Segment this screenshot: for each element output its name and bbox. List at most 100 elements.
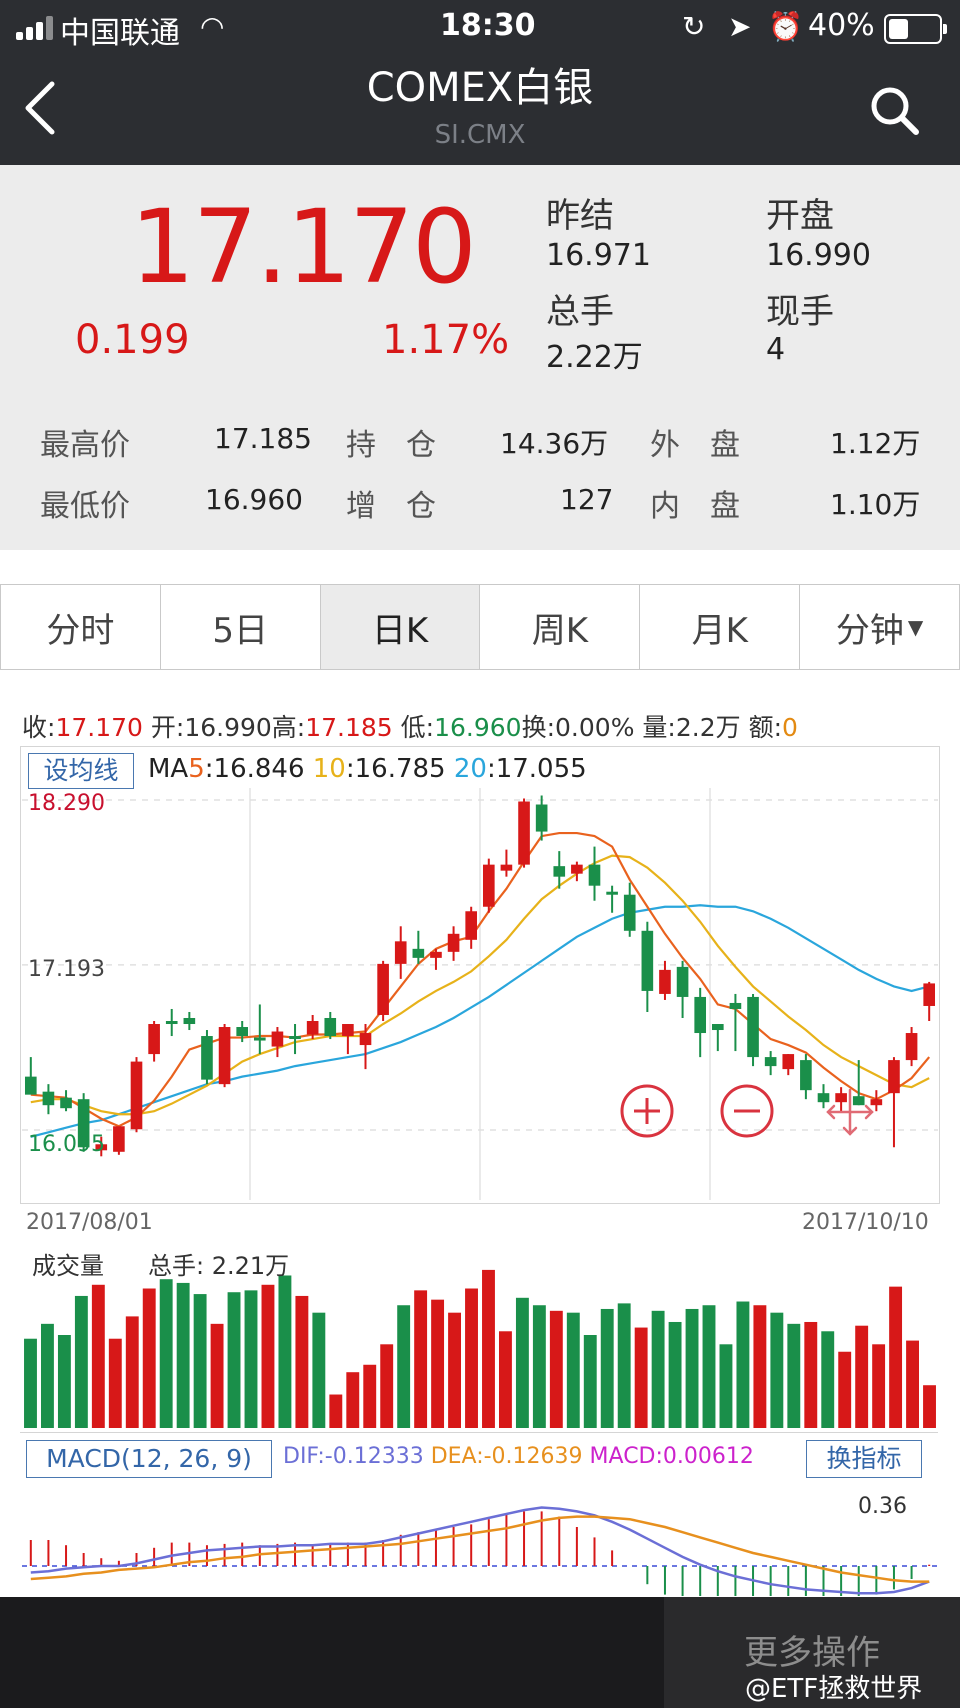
candle-41: [747, 993, 759, 1067]
tab-5day[interactable]: 5日: [160, 585, 321, 669]
candle-body-15: [289, 1036, 301, 1040]
volume-bar-7: [142, 1288, 156, 1428]
volume-title: 成交量: [32, 1252, 104, 1280]
volume-bar-50: [872, 1344, 886, 1428]
candle-body-9: [183, 1017, 196, 1025]
tab-weekly-k[interactable]: 周K: [480, 585, 641, 669]
candle-body-48: [870, 1099, 883, 1106]
candle-33: [606, 885, 618, 913]
candle-body-28: [518, 801, 530, 865]
ma5-line: [30, 831, 931, 1128]
total-volume-value: 2.22万: [546, 340, 643, 375]
candle-body-27: [500, 864, 513, 871]
ma5-value: :16.846: [204, 754, 305, 784]
page-subtitle: SI.CMX: [434, 120, 526, 150]
dif-value: DIF:-0.12333: [283, 1444, 424, 1469]
volume-bar-49: [855, 1325, 869, 1428]
volume-bar-35: [617, 1303, 631, 1428]
ma10-value: :16.785: [345, 754, 446, 784]
last-price: 17.170: [130, 188, 477, 307]
candle-31: [571, 861, 583, 882]
volume-bar-19: [346, 1372, 360, 1428]
volume-bar-2: [57, 1335, 71, 1428]
volume-total-label: 总手:: [148, 1252, 205, 1280]
kline-chart-frame: [20, 746, 940, 1204]
volume-bar-18: [329, 1394, 343, 1428]
candle-body-0: [24, 1076, 37, 1095]
volume-bar-26: [465, 1288, 478, 1428]
volume-bar-13: [244, 1290, 258, 1428]
candle-50: [905, 1027, 918, 1067]
page-title: COMEX白银: [366, 65, 594, 111]
candle-6: [130, 1057, 143, 1133]
candle-body-46: [835, 1093, 847, 1103]
volume-bar-12: [227, 1292, 241, 1428]
amount-value: 0: [782, 713, 798, 742]
candle-20: [377, 960, 389, 1022]
status-bar: 中国联通 ◠ 18:30 ↻ ➤ ⏰ 40%: [0, 0, 960, 52]
volume-bar-40: [702, 1305, 716, 1428]
candle-21: [394, 926, 407, 979]
price-change: 0.199: [75, 317, 190, 363]
search-button[interactable]: [866, 82, 922, 138]
back-button[interactable]: [22, 78, 62, 138]
candle-29: [535, 795, 548, 841]
volume-bar-51: [889, 1286, 903, 1428]
zoom-in-button[interactable]: [620, 1084, 674, 1138]
candle-40: [729, 993, 742, 1052]
candle-body-1: [42, 1091, 55, 1106]
candle-46: [835, 1087, 847, 1112]
volume-bar-22: [397, 1305, 411, 1428]
volume-bar-47: [821, 1331, 835, 1428]
candle-48: [870, 1090, 883, 1112]
wifi-icon: ◠: [200, 10, 225, 43]
volume-bar-27: [482, 1269, 495, 1428]
volume-bar-38: [668, 1321, 682, 1428]
carrier-name: 中国联通: [60, 16, 180, 51]
candle-7: [148, 1021, 160, 1062]
open-value: 16.990: [184, 713, 272, 742]
status-time: 18:30: [440, 8, 536, 43]
candle-body-29: [535, 804, 548, 832]
amount-label: 额:: [748, 713, 782, 742]
volume-bar-14: [261, 1284, 275, 1428]
volume-bar-3: [74, 1295, 88, 1428]
tab-daily-k[interactable]: 日K: [320, 585, 481, 669]
candle-22: [412, 930, 425, 964]
set-ma-button[interactable]: 设均线: [28, 753, 134, 789]
period-tabs: 分时 5日 日K 周K 月K 分钟 ▼: [0, 584, 960, 670]
candle-body-16: [306, 1021, 319, 1035]
more-actions-area[interactable]: [664, 1597, 960, 1708]
pan-button[interactable]: [822, 1086, 878, 1138]
more-actions-button[interactable]: 更多操作: [744, 1633, 880, 1673]
tab-intraday[interactable]: 分时: [1, 585, 161, 669]
volume-bar-20: [363, 1364, 377, 1428]
open-value: 16.990: [766, 238, 871, 273]
caret-down-icon: ▼: [907, 615, 924, 639]
volume-bar-11: [210, 1323, 224, 1428]
turnover-value: 0.00%: [555, 713, 635, 742]
candle-44: [800, 1054, 812, 1100]
volume-bar-36: [634, 1327, 648, 1428]
inner-value: 1.10万: [830, 488, 921, 521]
zoom-out-button[interactable]: [720, 1084, 774, 1138]
candle-16: [306, 1014, 319, 1040]
tab-minute-label: 分钟: [835, 610, 904, 651]
volume-bar-30: [532, 1305, 546, 1428]
battery-percent: 40%: [808, 8, 875, 43]
tab-monthly-k[interactable]: 月K: [640, 585, 801, 669]
volume-bar-34: [600, 1308, 614, 1428]
candle-15: [289, 1024, 301, 1055]
candle-24: [447, 926, 460, 961]
current-volume-value: 4: [766, 332, 786, 367]
dea-value: DEA:-0.12639: [430, 1444, 583, 1469]
candle-body-2: [60, 1097, 72, 1109]
candle-3: [77, 1093, 90, 1152]
tab-minute[interactable]: 分钟 ▼: [800, 585, 959, 669]
alarm-icon: ⏰: [768, 10, 803, 43]
candle-4: [95, 1136, 108, 1157]
switch-indicator-button[interactable]: 换指标: [806, 1440, 922, 1478]
macd-settings-button[interactable]: MACD(12, 26, 9): [26, 1440, 272, 1478]
candle-body-51: [923, 983, 936, 1006]
